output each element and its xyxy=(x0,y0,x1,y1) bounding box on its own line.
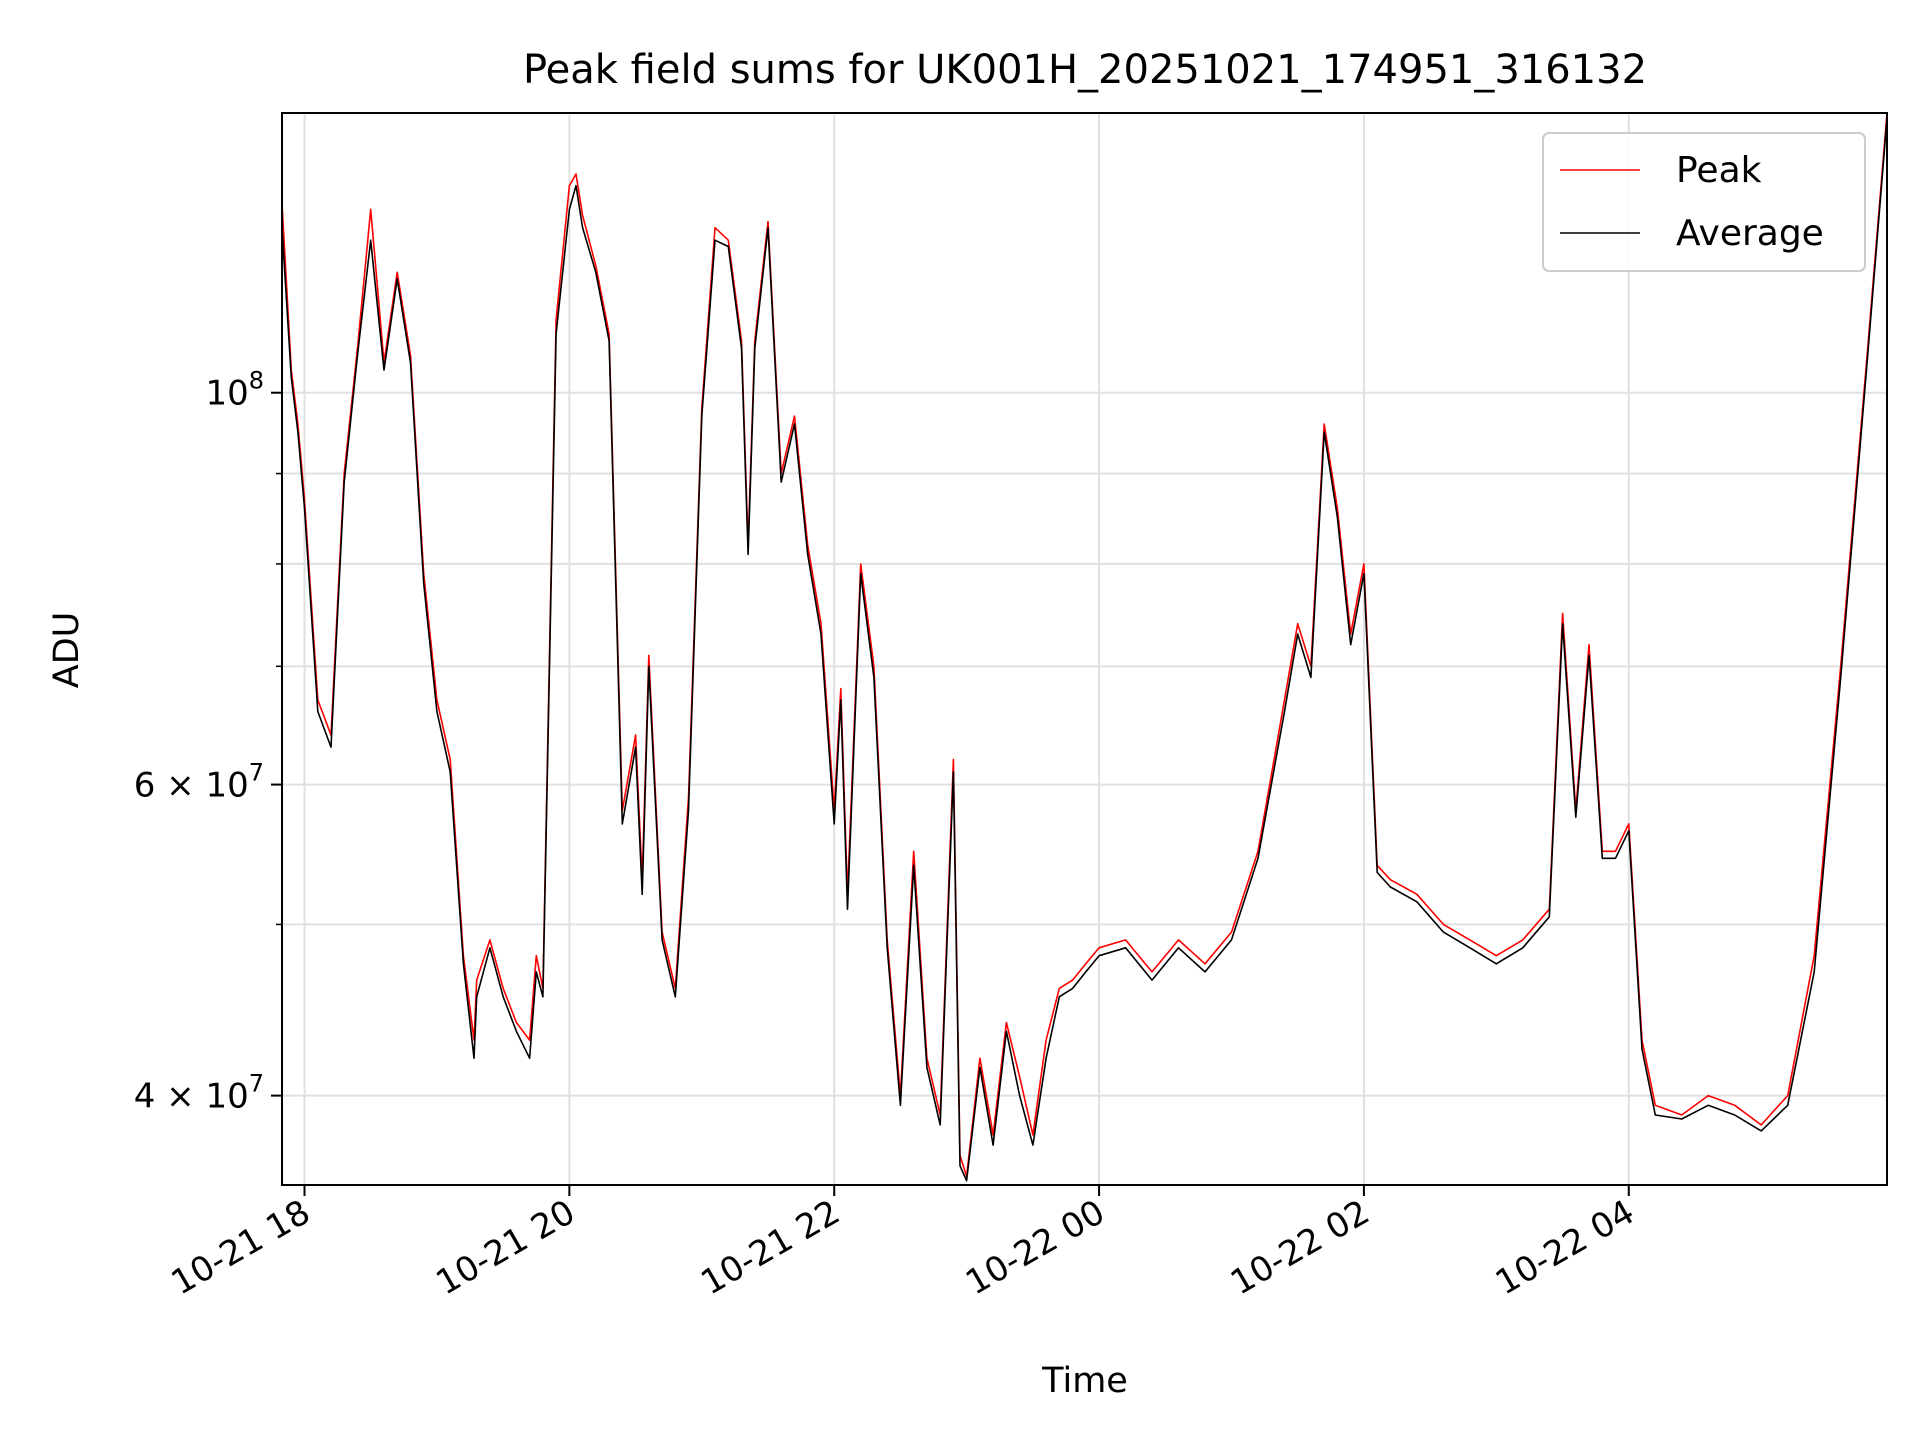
x-axis-label: Time xyxy=(1041,1361,1128,1401)
series-layer xyxy=(281,112,1888,1182)
legend-average-label: Average xyxy=(1676,213,1824,254)
legend: Peak Average xyxy=(1542,132,1866,272)
y-tick-label: 4 × 107 xyxy=(134,1070,264,1117)
y-axis-label: ADU xyxy=(47,612,87,689)
y-tick-label: 108 xyxy=(205,367,264,414)
plot-frame xyxy=(281,112,1888,1186)
legend-box xyxy=(1542,132,1866,272)
series-line-average xyxy=(281,118,1888,1182)
chart-title: Peak field sums for UK001H_20251021_1749… xyxy=(523,47,1647,93)
legend-peak-label: Peak xyxy=(1676,150,1762,191)
y-tick-label: 6 × 107 xyxy=(134,759,264,806)
